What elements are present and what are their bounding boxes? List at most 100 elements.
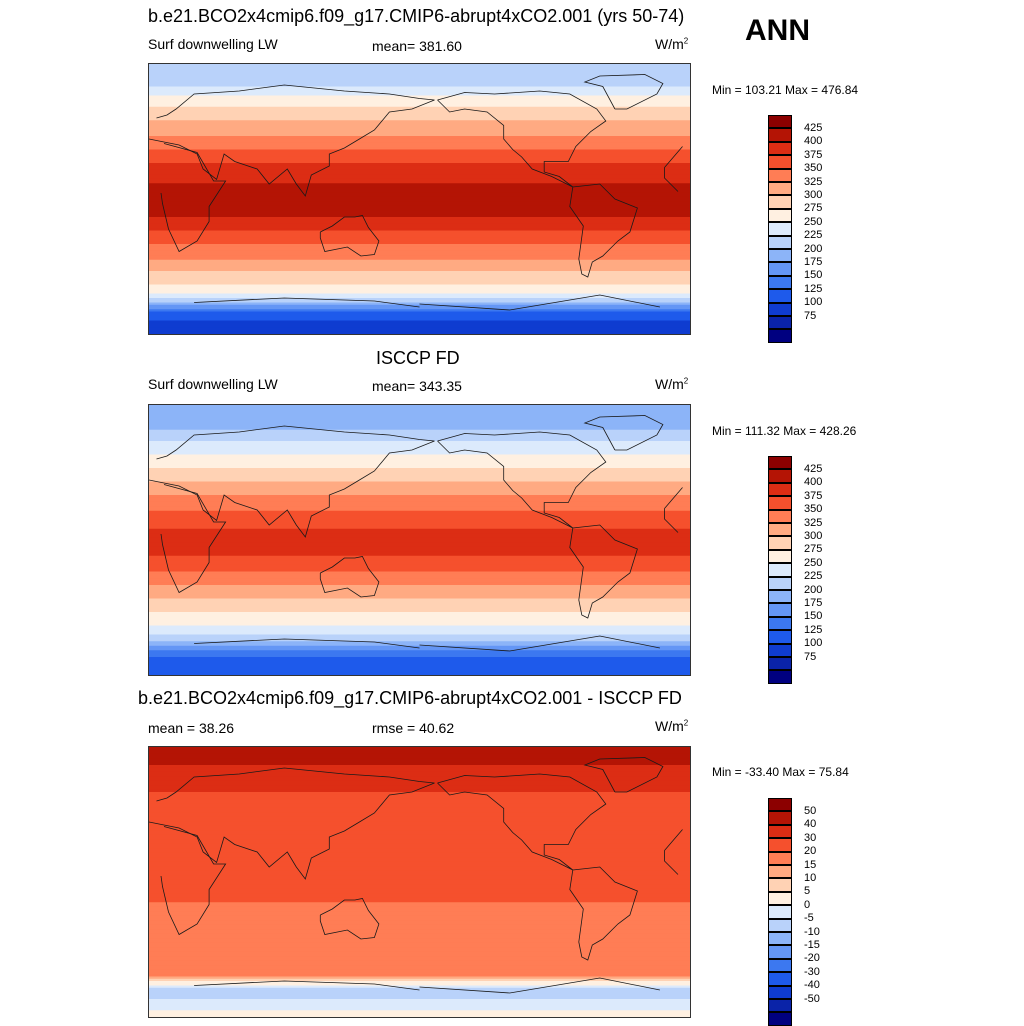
map-band [149,221,690,225]
panel-3-map-plot [149,747,690,1017]
map-band [149,127,690,130]
panel-3-units: W/m2 [655,718,689,734]
map-band [149,533,690,537]
map-band [149,902,690,906]
map-band [149,897,690,901]
map-band [149,248,690,252]
panel-3-title: b.e21.BCO2x4cmip6.f09_g17.CMIP6-abrupt4x… [138,688,682,708]
map-band [149,767,690,771]
map-band [149,960,690,964]
map-band [149,600,690,604]
map-band [149,614,690,618]
map-band [149,967,690,971]
map-band [149,214,690,218]
map-band [149,983,690,987]
map-band [149,918,690,921]
map-band [149,958,690,962]
colorbar-tick-label: 300 [804,529,823,542]
map-band [149,519,690,523]
colorbar-box [768,865,792,879]
map-band [149,271,690,274]
map-band [149,192,690,196]
map-band [149,436,690,440]
map-band [149,776,690,780]
colorbar-tick-label: 75 [804,650,817,663]
map-band [149,837,690,840]
map-band [149,947,690,951]
panel-1-map [148,63,691,335]
map-band [149,846,690,849]
map-band [149,645,690,649]
colorbar-box [768,509,792,523]
map-band [149,627,690,631]
map-band [149,405,690,408]
coastline [419,635,660,652]
map-band [149,277,690,281]
map-band [149,783,690,786]
colorbar-tick-label: 350 [804,162,823,175]
map-band [149,537,690,541]
map-band [149,416,690,420]
map-band [149,414,690,417]
map-band [149,316,690,319]
colorbar-box [768,155,792,169]
map-band [149,841,690,845]
map-band [149,652,690,656]
colorbar-tick-label: -50 [804,992,820,1005]
colorbar-box [768,208,792,223]
map-band [149,409,690,413]
map-band [149,508,690,512]
map-band [149,219,690,223]
map-band [149,663,690,667]
panel-1-title: b.e21.BCO2x4cmip6.f09_g17.CMIP6-abrupt4x… [148,6,685,26]
colorbar-box [768,235,792,249]
map-band [149,183,690,187]
map-band [149,517,690,521]
map-band [149,549,690,552]
panel-3-colorbar: 50 40 30 20 15 10 5 0 -5 -10 -15 -20 -30 -40 -50 [768,798,820,1026]
colorbar-box [768,838,792,852]
map-band [149,938,690,942]
map-band [149,904,690,908]
map-band [149,1012,690,1016]
coastline [160,484,227,594]
colorbar-box [768,482,792,497]
colorbar-tick-label: 375 [804,489,823,502]
map-band [149,861,690,865]
map-band [149,463,690,467]
map-band [149,670,690,674]
map-band [149,951,690,955]
map-band [149,648,690,651]
colorbar-box [768,222,792,236]
map-band [149,812,690,816]
map-band [149,666,690,669]
map-band [149,814,690,818]
map-band [149,886,690,890]
map-band [149,636,690,640]
map-band [149,870,690,874]
map-band [149,641,690,645]
colorbar-box [768,905,792,919]
panel-1-minmax: Min = 103.21 Max = 476.84 [712,83,859,97]
coastline [664,850,679,875]
colorbar-box [768,670,792,684]
map-band [149,884,690,888]
map-band [149,298,690,301]
map-band [149,978,690,982]
colorbar-tick-label: 0 [804,898,811,911]
map-band [149,174,690,178]
map-band [149,156,690,160]
map-band [149,963,690,966]
colorbar-tick-label: 40 [804,818,817,831]
colorbar-box [768,932,792,946]
colorbar-tick-label: 175 [804,596,823,609]
map-band [149,66,690,70]
coastline [419,977,660,994]
colorbar-box [768,262,792,276]
panel-2-colorbar: 425 400 375 350 325 300 275 250 225 200 175 150 125 1… [768,456,822,684]
map-band [149,443,690,447]
map-band [149,118,690,121]
coastline [664,167,679,192]
map-band [149,302,690,306]
map-band [149,492,690,496]
